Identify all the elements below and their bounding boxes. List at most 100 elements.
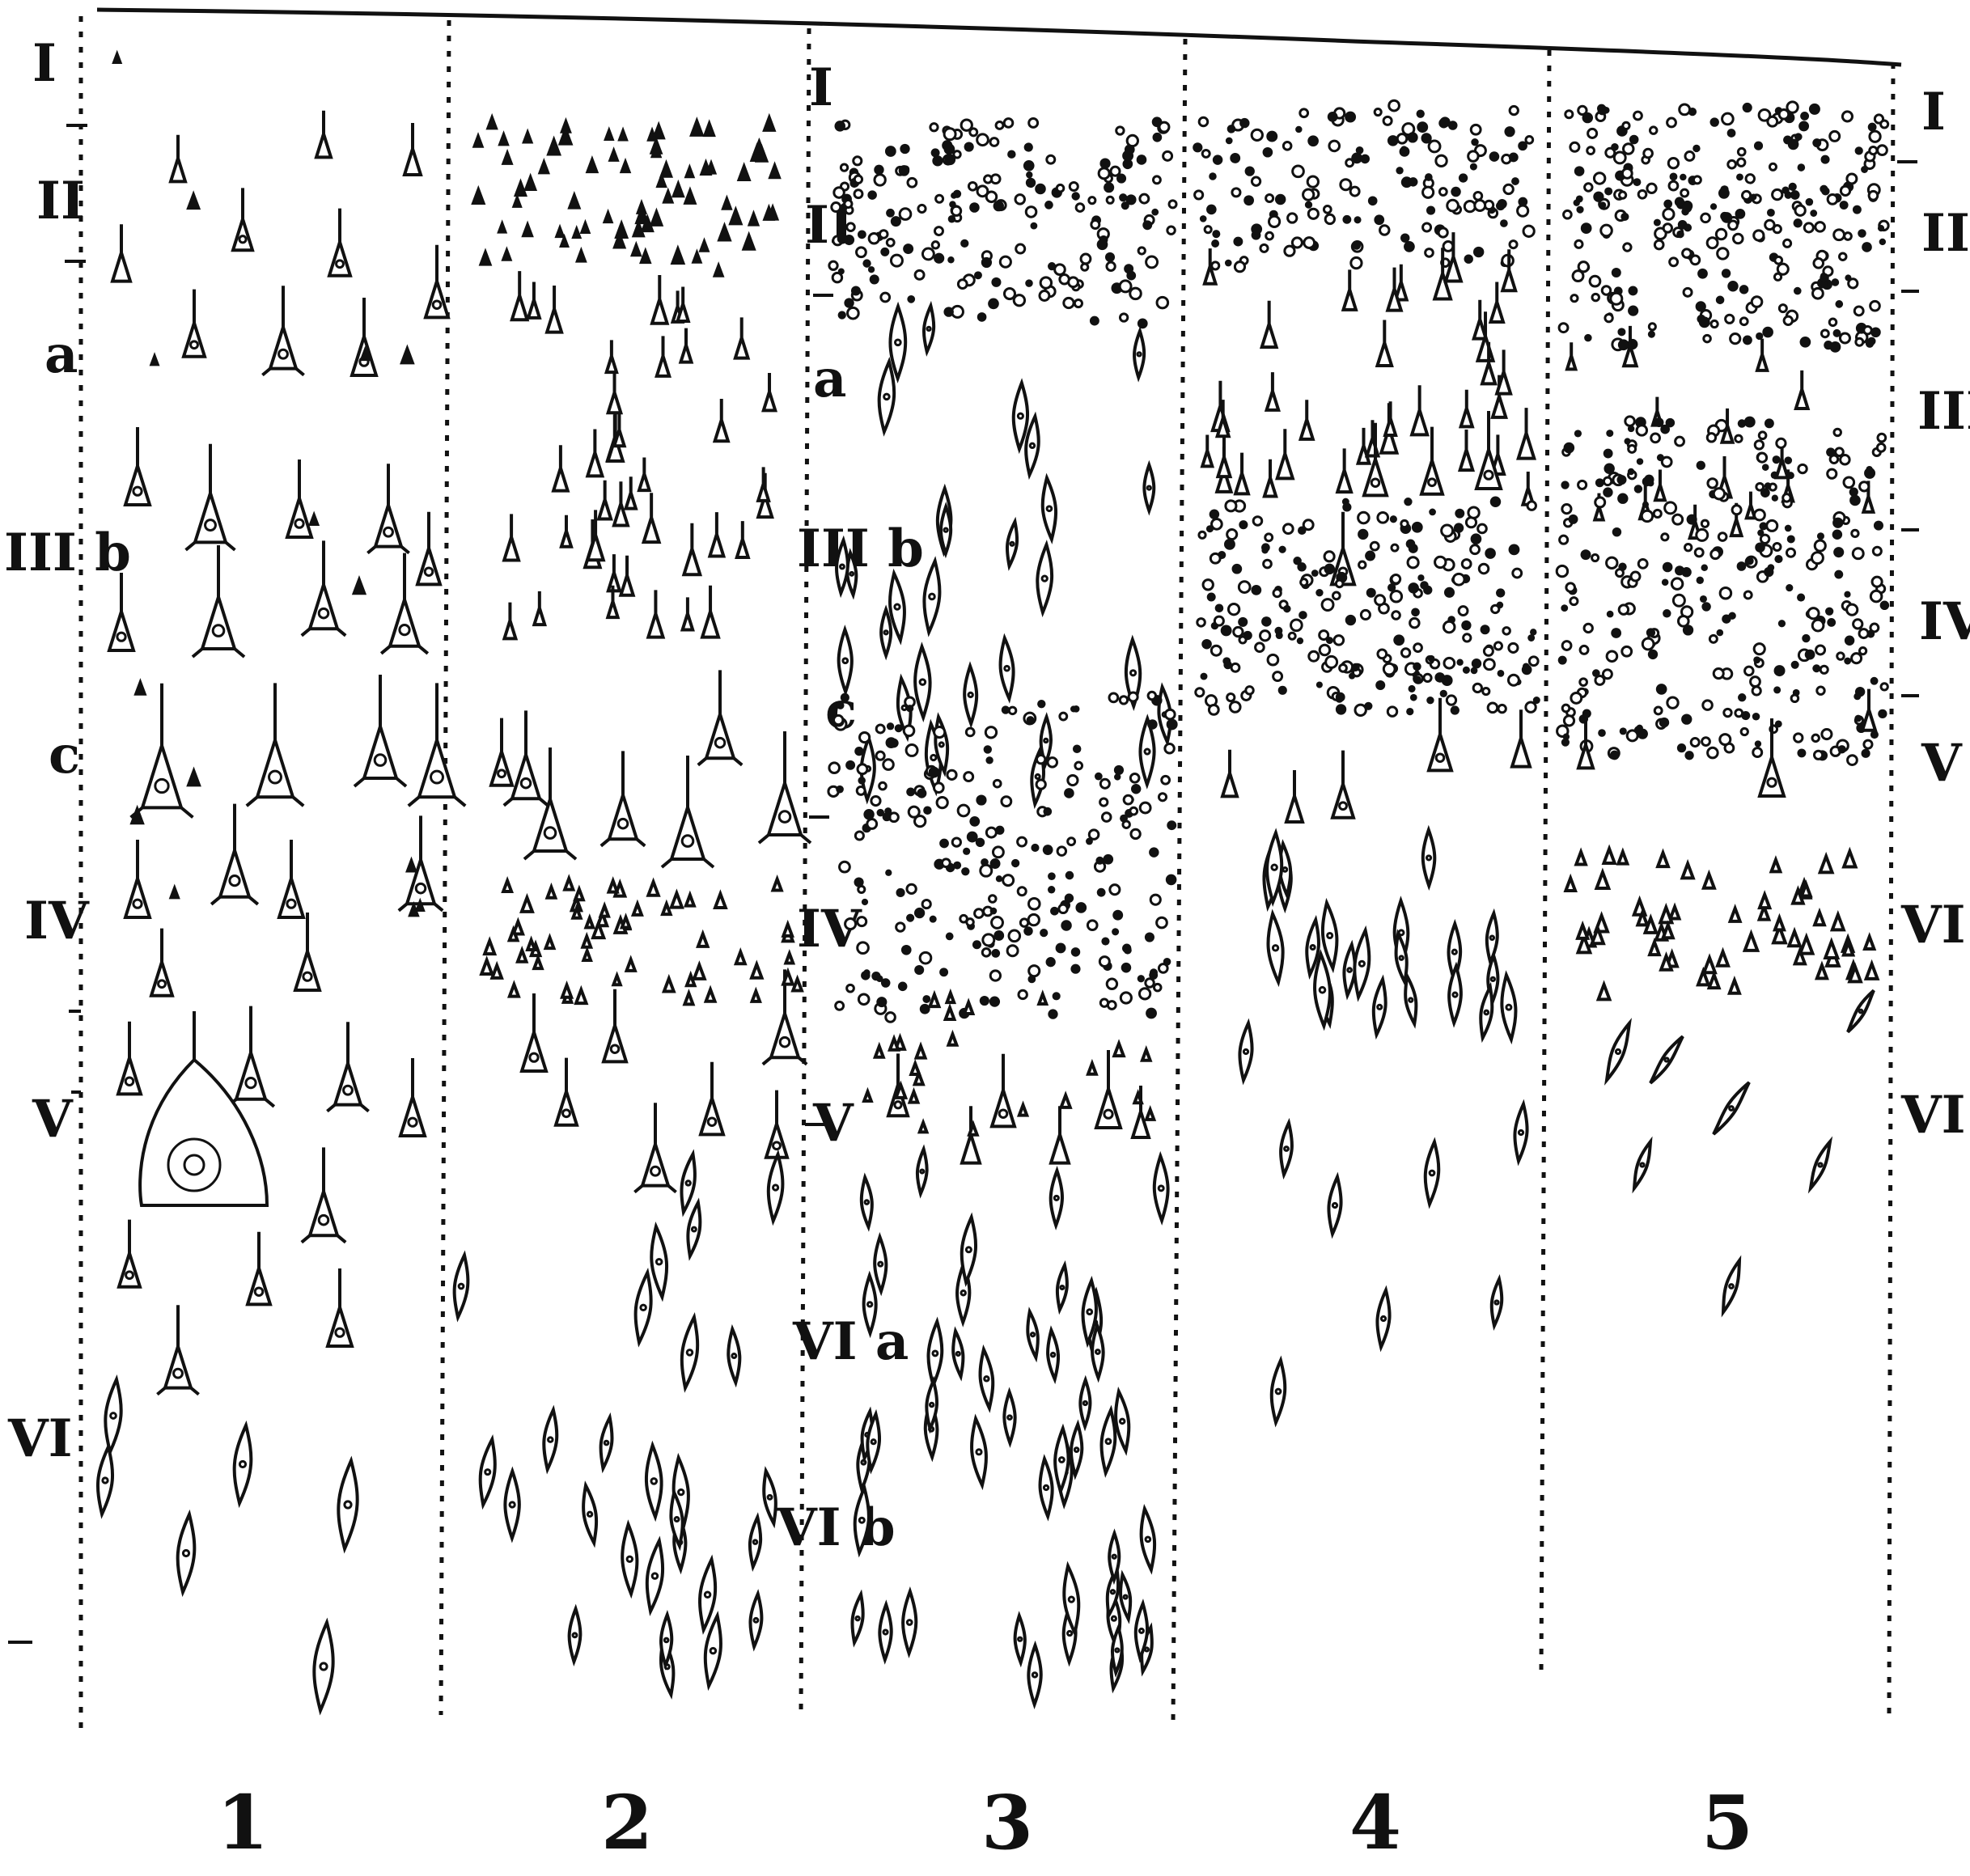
granule-cell (1366, 587, 1376, 598)
granule-cell (1737, 419, 1747, 428)
small-cell (532, 953, 544, 971)
cell-nucleus (650, 1477, 659, 1485)
cell-nucleus (1129, 669, 1138, 677)
granule-cell (929, 122, 939, 133)
cell-nucleus (905, 1619, 913, 1626)
cell-nucleus (1034, 773, 1041, 781)
granule-cell (1481, 686, 1491, 697)
small-cell (168, 883, 180, 900)
pyramidal-cell (140, 683, 184, 810)
granule-cell (1752, 642, 1766, 656)
granule-cell (1635, 424, 1649, 437)
granule-cell (1400, 233, 1410, 243)
granule-cell (1151, 175, 1162, 185)
small-cell (1635, 908, 1650, 927)
granule-cell (1365, 550, 1376, 561)
granule-cell (845, 760, 856, 770)
granule-cell (1303, 236, 1316, 249)
granule-cell (1742, 102, 1752, 113)
granule-cell (932, 781, 945, 794)
granule-cell (1206, 592, 1216, 602)
small-cell (513, 178, 528, 197)
basal-dendrite (245, 795, 305, 807)
granule-cell (1386, 705, 1399, 718)
granule-cell (1841, 110, 1854, 123)
granule-cell (1868, 146, 1879, 156)
small-cell (1829, 909, 1846, 932)
small-cell (501, 246, 513, 261)
small-cell (1660, 920, 1676, 940)
fusiform-cell (1099, 1404, 1117, 1478)
cell-nucleus (866, 1301, 874, 1308)
granule-cell (1633, 110, 1643, 121)
cell-nucleus (211, 624, 226, 637)
small-cell (1715, 946, 1731, 968)
granule-cell (1772, 455, 1781, 464)
granule-cell (1205, 525, 1214, 533)
granule-cell (1662, 222, 1674, 234)
granule-cell (913, 814, 927, 828)
granule-cell (1648, 125, 1659, 135)
granule-cell (981, 947, 992, 958)
basal-dendrite (599, 837, 646, 848)
granule-cell (1557, 322, 1570, 334)
granule-cell (1603, 487, 1613, 498)
granule-cell (1616, 475, 1627, 485)
granule-cell (1819, 664, 1829, 675)
fusiform-cell (452, 1250, 470, 1323)
divider-3 (799, 28, 811, 1716)
granule-cell (1628, 286, 1638, 296)
granule-cell (873, 173, 887, 187)
granule-cell (900, 944, 912, 955)
cell-nucleus (777, 810, 792, 824)
granule-cell (1109, 165, 1121, 177)
small-cell (585, 155, 599, 174)
granule-cell (1324, 654, 1339, 669)
granule-cell (940, 858, 951, 869)
pyramidal-cell (1794, 370, 1811, 410)
granule-cell (1700, 212, 1711, 224)
fusiform-cell (853, 1483, 871, 1558)
granule-cell (985, 756, 993, 764)
granule-cell (1684, 223, 1693, 232)
granule-cell (1079, 252, 1092, 265)
cell-nucleus (181, 1548, 191, 1558)
fusiform-cell (1238, 1018, 1254, 1086)
small-cell (634, 204, 650, 225)
granule-cell (945, 932, 954, 941)
granule-cell (1264, 532, 1274, 543)
cell-nucleus (528, 1052, 540, 1063)
small-cell (659, 159, 674, 178)
granule-cell (837, 233, 848, 244)
granule-cell (923, 806, 932, 815)
small-cell (781, 967, 795, 986)
small-cell (574, 985, 589, 1006)
pyramidal-cell (285, 459, 314, 539)
granule-cell (1331, 591, 1341, 601)
cell-nucleus (1398, 955, 1404, 961)
cell-nucleus (334, 1327, 345, 1338)
granule-cell (1811, 618, 1825, 633)
granule-cell (878, 781, 888, 791)
granule-cell (1220, 625, 1232, 637)
granule-cell (900, 143, 910, 155)
fusiform-cell (1313, 949, 1332, 1031)
cell-nucleus (838, 563, 845, 570)
basal-dendrite (407, 795, 467, 807)
granule-cell (1718, 733, 1732, 747)
granule-cell (1261, 543, 1270, 553)
granule-cell (1879, 238, 1887, 246)
column-2-cells (471, 112, 812, 1700)
granule-cell (1504, 126, 1515, 138)
granule-cell (1502, 183, 1515, 196)
granule-cell (1413, 662, 1421, 671)
small-cell (515, 946, 529, 963)
cell-nucleus (414, 882, 427, 895)
granule-cell (1727, 281, 1739, 292)
granule-cell (1244, 166, 1255, 176)
fusiform-cell (1604, 1018, 1632, 1086)
cell-nucleus (1122, 1594, 1129, 1600)
granule-cell (963, 847, 971, 855)
left-label-c: c (49, 725, 80, 786)
cell-nucleus (1817, 1162, 1824, 1168)
